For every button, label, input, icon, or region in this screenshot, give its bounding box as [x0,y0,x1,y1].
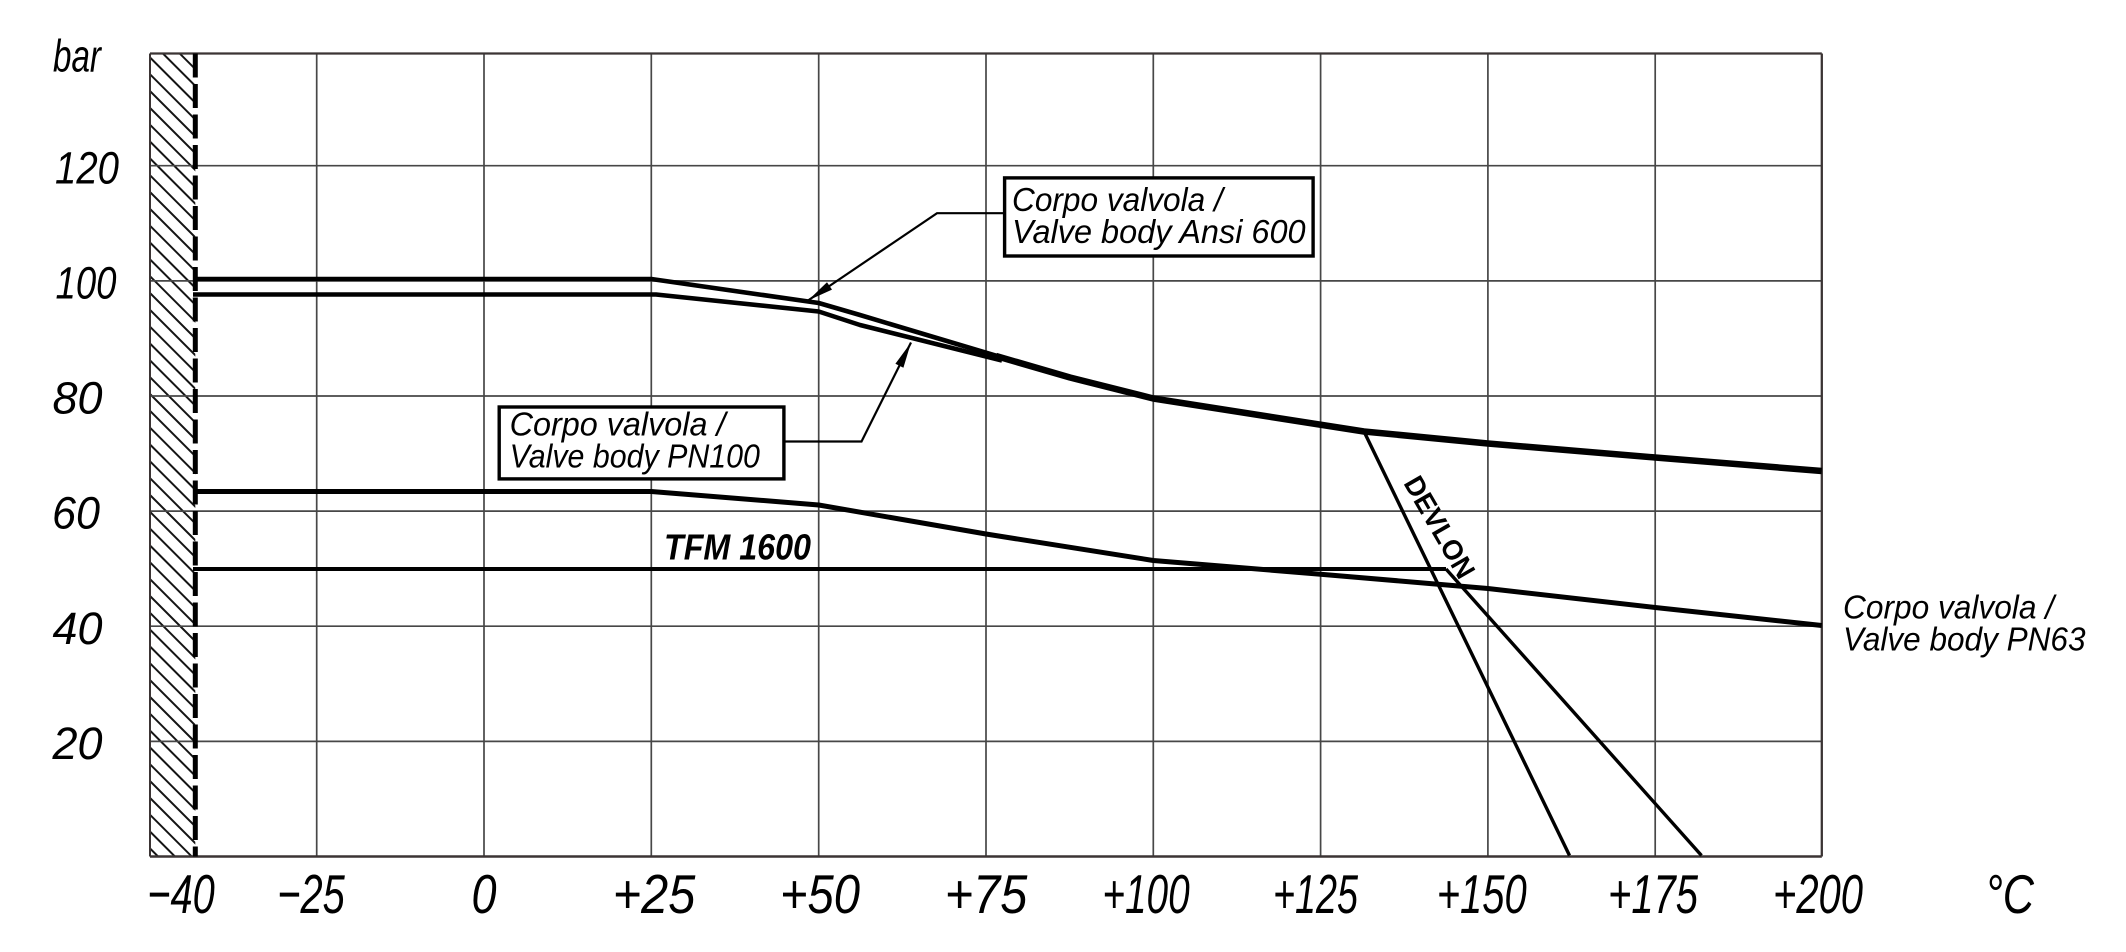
svg-text:bar: bar [53,31,102,82]
svg-text:+75: +75 [945,863,1028,925]
svg-text:+100: +100 [1102,863,1190,925]
svg-text:120: 120 [55,142,119,193]
svg-text:Valve body PN100: Valve body PN100 [510,437,761,474]
svg-text:Valve body Ansi 600: Valve body Ansi 600 [1012,213,1306,250]
svg-text:+175: +175 [1608,863,1698,925]
svg-text:+50: +50 [780,863,860,925]
svg-text:20: 20 [52,718,103,769]
svg-text:TFM 1600: TFM 1600 [664,527,811,568]
svg-text:Corpo valvola /: Corpo valvola / [510,405,729,442]
svg-text:−40: −40 [147,863,215,925]
svg-text:40: 40 [53,603,103,654]
svg-text:Corpo valvola /: Corpo valvola / [1012,181,1226,218]
svg-text:100: 100 [56,258,117,309]
svg-text:+200: +200 [1773,863,1863,925]
svg-text:+25: +25 [613,863,696,925]
svg-text:60: 60 [52,488,100,539]
svg-text:Corpo valvola /: Corpo valvola / [1843,589,2057,626]
svg-text:Valve body PN63: Valve body PN63 [1843,621,2086,658]
svg-text:+150: +150 [1437,863,1527,925]
svg-text:°C: °C [1985,863,2035,925]
svg-text:0: 0 [472,863,497,925]
svg-text:−25: −25 [277,863,345,925]
svg-text:80: 80 [53,373,103,424]
svg-text:+125: +125 [1273,863,1358,925]
